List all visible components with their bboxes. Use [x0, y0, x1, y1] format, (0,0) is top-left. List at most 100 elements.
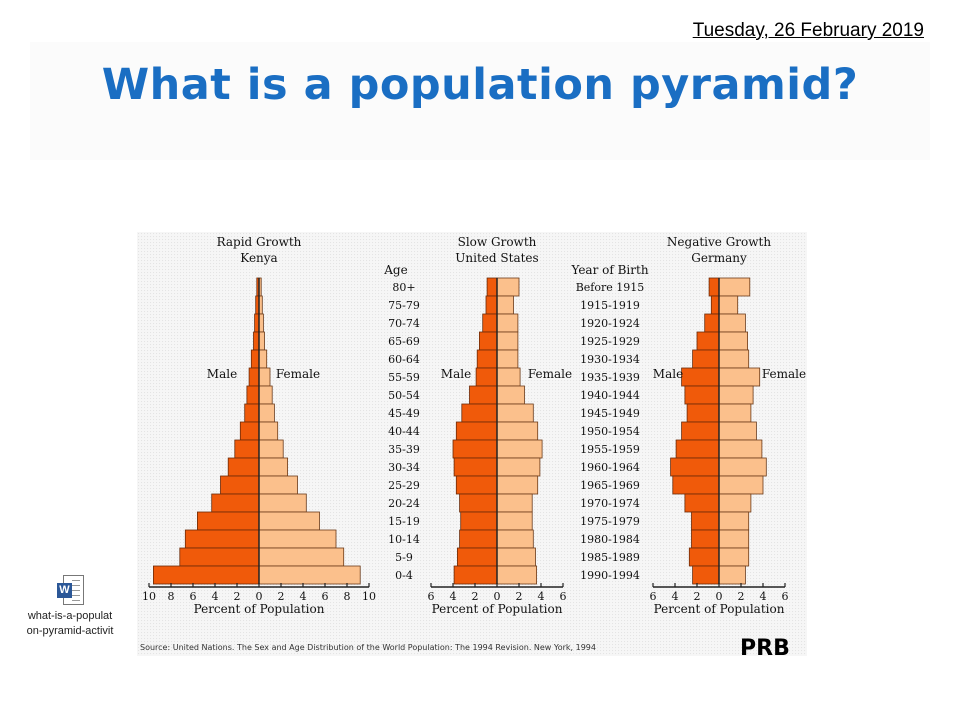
male-bar-45-49	[461, 403, 498, 423]
female-bar-55-59	[496, 367, 521, 387]
female-bar-5-9	[258, 547, 345, 567]
female-bar-70-74	[496, 313, 519, 333]
male-bar-25-29	[455, 475, 498, 495]
source-note: Source: United Nations. The Sex and Age …	[140, 643, 596, 652]
female-bar-20-24	[718, 493, 752, 513]
female-bar-10-14	[258, 529, 337, 549]
x-tick-label: 2	[516, 590, 523, 603]
age-group-label: 55-59	[388, 371, 420, 384]
x-tick-label: 0	[494, 590, 501, 603]
female-bar-5-9	[496, 547, 536, 567]
age-group-label: 0-4	[395, 569, 413, 582]
male-bar-40-44	[455, 421, 498, 441]
male-label: Male	[653, 367, 683, 381]
male-bar-55-59	[248, 367, 260, 387]
pyramid-title: Rapid Growth	[217, 235, 302, 249]
male-bar-50-54	[246, 385, 260, 405]
female-label: Female	[762, 367, 806, 381]
male-bar-5-9	[688, 547, 720, 567]
x-tick-label: 10	[362, 590, 376, 603]
x-axis-label: Percent of Population	[432, 602, 563, 616]
male-bar-20-24	[684, 493, 720, 513]
year-of-birth-label: 1955-1959	[580, 443, 640, 456]
male-bar-60-64	[476, 349, 498, 369]
female-bar-60-64	[718, 349, 750, 369]
female-bar-40-44	[496, 421, 539, 441]
x-tick-label: 8	[344, 590, 351, 603]
female-bar-35-39	[258, 439, 284, 459]
female-bar-40-44	[258, 421, 279, 441]
slide-title: What is a population pyramid?	[101, 60, 859, 110]
female-bar-65-69	[496, 331, 519, 351]
attached-document[interactable]: W what-is-a-populat on-pyramid-activit	[10, 575, 130, 639]
x-tick-label: 0	[256, 590, 263, 603]
male-bar-40-44	[239, 421, 260, 441]
age-group-label: 40-44	[388, 425, 420, 438]
age-group-label: 60-64	[388, 353, 420, 366]
year-of-birth-header: Year of Birth	[570, 263, 648, 277]
female-bar-30-34	[718, 457, 767, 477]
female-bar-10-14	[496, 529, 534, 549]
x-tick-label: 4	[672, 590, 679, 603]
female-bar-60-64	[258, 349, 268, 369]
female-bar-55-59	[258, 367, 271, 387]
age-group-label: 45-49	[388, 407, 420, 420]
year-of-birth-label: 1945-1949	[580, 407, 640, 420]
male-label: Male	[207, 367, 237, 381]
female-bar-75-79	[496, 295, 514, 315]
male-bar-10-14	[184, 529, 260, 549]
female-bar-65-69	[258, 331, 265, 351]
x-axis-label: Percent of Population	[654, 602, 785, 616]
x-tick-label: 4	[538, 590, 545, 603]
x-tick-label: 0	[716, 590, 723, 603]
female-bar-20-24	[258, 493, 307, 513]
female-bar-75-79	[718, 295, 739, 315]
male-bar-25-29	[672, 475, 720, 495]
male-bar-5-9	[456, 547, 498, 567]
male-bar-35-39	[234, 439, 260, 459]
female-bar-45-49	[258, 403, 275, 423]
female-bar-65-69	[718, 331, 749, 351]
male-bar-10-14	[691, 529, 720, 549]
male-bar-10-14	[459, 529, 498, 549]
year-of-birth-label: Before 1915	[576, 281, 645, 294]
male-bar-75-79	[710, 295, 720, 315]
age-group-label: 5-9	[395, 551, 413, 564]
male-bar-75-79	[485, 295, 498, 315]
x-tick-label: 8	[168, 590, 175, 603]
female-bar-30-34	[258, 457, 289, 477]
year-of-birth-label: 1930-1934	[580, 353, 640, 366]
male-bar-40-44	[681, 421, 720, 441]
word-document-icon: W	[57, 575, 84, 605]
male-bar-55-59	[681, 367, 720, 387]
male-bar-20-24	[459, 493, 498, 513]
male-bar-70-74	[482, 313, 498, 333]
x-tick-label: 6	[782, 590, 789, 603]
x-tick-label: 6	[190, 590, 197, 603]
slide-date: Tuesday, 26 February 2019	[692, 20, 924, 41]
year-of-birth-label: 1970-1974	[580, 497, 640, 510]
year-of-birth-label: 1980-1984	[580, 533, 640, 546]
female-bar-40-44	[718, 421, 757, 441]
year-of-birth-label: 1985-1989	[580, 551, 640, 564]
x-tick-label: 6	[560, 590, 567, 603]
male-bar-20-24	[211, 493, 260, 513]
year-of-birth-label: 1975-1979	[580, 515, 640, 528]
female-bar-50-54	[496, 385, 525, 405]
age-group-label: 25-29	[388, 479, 420, 492]
male-bar-15-19	[460, 511, 498, 531]
female-bar-30-34	[496, 457, 541, 477]
year-of-birth-label: 1920-1924	[580, 317, 640, 330]
pyramid-title: Negative Growth	[667, 235, 771, 249]
female-bar-25-29	[718, 475, 764, 495]
female-bar-10-14	[718, 529, 750, 549]
x-tick-label: 10	[142, 590, 156, 603]
male-bar-30-34	[227, 457, 260, 477]
male-bar-15-19	[691, 511, 720, 531]
male-bar-65-69	[696, 331, 720, 351]
female-bar-70-74	[718, 313, 746, 333]
age-group-label: 80+	[392, 281, 415, 294]
year-of-birth-label: 1965-1969	[580, 479, 640, 492]
